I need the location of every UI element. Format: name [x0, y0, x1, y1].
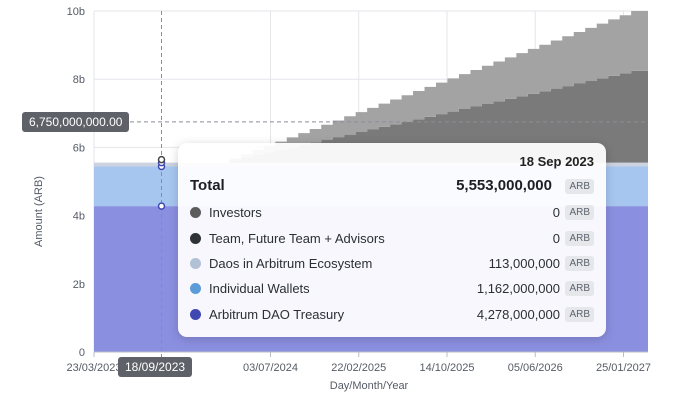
- x-tick-label: 03/07/2024: [243, 362, 298, 374]
- tooltip-row-label: Daos in Arbitrum Ecosystem: [209, 256, 373, 271]
- x-tick-label: 25/01/2027: [596, 362, 651, 374]
- tooltip-row-daos: Daos in Arbitrum Ecosystem 113,000,000 A…: [190, 254, 594, 274]
- tooltip-total-value: 5,553,000,000: [456, 177, 552, 194]
- x-tick-label: 22/02/2025: [331, 362, 386, 374]
- tooltip-row-individual-wallets: Individual Wallets 1,162,000,000 ARB: [190, 279, 594, 299]
- tooltip-date: 18 Sep 2023: [519, 154, 594, 169]
- legend-dot-icon: [190, 309, 201, 320]
- tooltip-row-value: 0: [552, 205, 560, 220]
- y-tick-label: 10b: [67, 6, 85, 18]
- unit-badge: ARB: [565, 256, 594, 271]
- unit-badge: ARB: [565, 179, 594, 194]
- unit-badge: ARB: [565, 205, 594, 220]
- y-tick-label: 6b: [73, 142, 85, 154]
- area-series: [229, 70, 648, 163]
- unit-badge: ARB: [565, 231, 594, 246]
- legend-dot-icon: [190, 233, 201, 244]
- tooltip-row-value: 0: [552, 231, 560, 246]
- tooltip-row-label: Team, Future Team + Advisors: [209, 231, 385, 246]
- tooltip-row-team: Team, Future Team + Advisors 0 ARB: [190, 229, 594, 249]
- crosshair-value-label: 6,750,000,000.00: [22, 112, 130, 132]
- x-axis-title: Day/Month/Year: [330, 380, 409, 392]
- legend-dot-icon: [190, 258, 201, 269]
- tooltip-row-label: Individual Wallets: [209, 281, 310, 296]
- legend-dot-icon: [190, 207, 201, 218]
- tooltip-row-value: 113,000,000: [488, 256, 560, 271]
- y-axis-title: Amount (ARB): [33, 176, 45, 247]
- x-tick-label: 23/03/2023: [66, 362, 121, 374]
- tooltip-row-dao-treasury: Arbitrum DAO Treasury 4,278,000,000 ARB: [190, 305, 594, 325]
- unit-badge: ARB: [565, 307, 594, 322]
- crosshair-marker: [157, 155, 166, 164]
- data-tooltip: 18 Sep 2023 Total 5,553,000,000 ARB Inve…: [178, 143, 606, 337]
- y-axis-ticks: 0 2b 4b 6b 8b 10b: [67, 6, 85, 359]
- y-tick-label: 8b: [73, 74, 85, 86]
- tooltip-row-value: 1,162,000,000: [476, 281, 560, 296]
- tooltip-total-label: Total: [190, 177, 225, 194]
- y-tick-label: 4b: [73, 211, 85, 223]
- x-tick-label: 05/06/2026: [508, 362, 563, 374]
- tooltip-row-label: Arbitrum DAO Treasury: [209, 307, 345, 322]
- unit-badge: ARB: [565, 281, 594, 296]
- legend-dot-icon: [190, 283, 201, 294]
- crosshair-marker: [157, 202, 166, 210]
- y-tick-label: 0: [79, 347, 85, 359]
- crosshair-date-label: 18/09/2023: [118, 357, 193, 377]
- tooltip-row-value: 4,278,000,000: [476, 307, 560, 322]
- x-axis-ticks: 23/03/2023 03/07/2024 22/02/2025 14/10/2025…: [66, 352, 651, 374]
- tooltip-row-investors: Investors 0 ARB: [190, 203, 594, 223]
- crosshair-markers: [157, 155, 166, 210]
- tooltip-row-label: Investors: [209, 205, 262, 220]
- y-tick-label: 2b: [73, 279, 85, 291]
- x-tick-label: 14/10/2025: [419, 362, 474, 374]
- area-series: [229, 11, 648, 161]
- tooltip-total-row: Total 5,553,000,000 ARB: [190, 177, 594, 199]
